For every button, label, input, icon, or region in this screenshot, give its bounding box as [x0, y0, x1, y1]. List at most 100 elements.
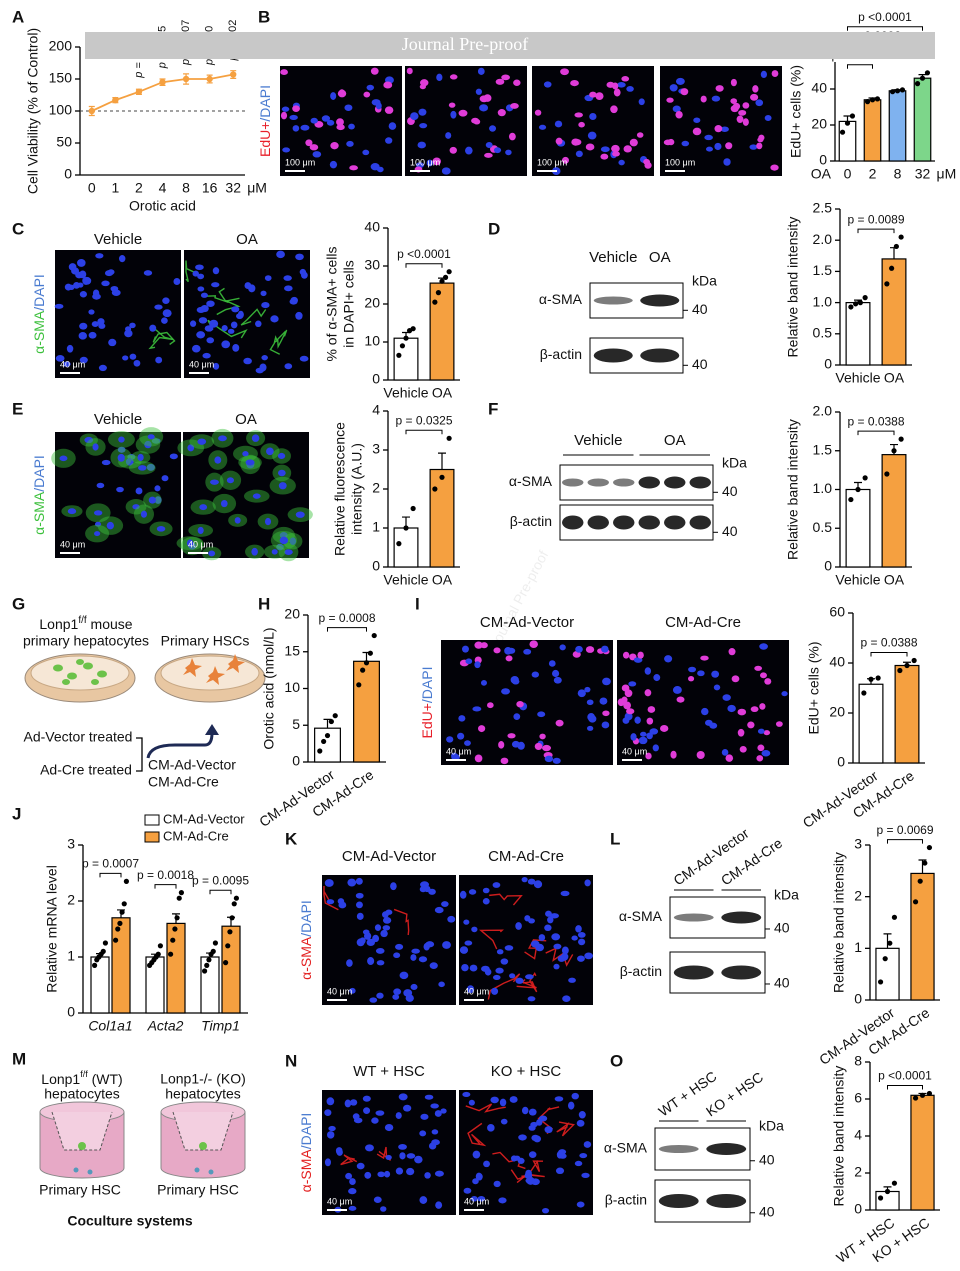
- nucleus: [255, 320, 262, 328]
- nucleus: [380, 1206, 387, 1212]
- diagram-text: Primary HSCs: [161, 633, 250, 649]
- nucleus: [202, 352, 211, 359]
- blot-band: [658, 1145, 699, 1153]
- nucleus: [243, 357, 252, 365]
- nucleus: [277, 469, 286, 477]
- fiber: [479, 929, 504, 950]
- nucleus: [510, 675, 519, 684]
- y-tick-label: 0: [67, 1004, 75, 1020]
- nucleus: [431, 1129, 439, 1135]
- nucleus: [371, 99, 381, 106]
- nucleus: [384, 1123, 394, 1132]
- y-tick-label: 0: [292, 753, 300, 769]
- nucleus: [284, 285, 293, 292]
- y-tick-label: 10: [364, 333, 380, 349]
- y-tick-label: 0: [854, 1201, 862, 1217]
- x-tick-label: Vehicle: [383, 572, 428, 588]
- marker-label: 40: [774, 975, 790, 991]
- nucleus: [493, 647, 501, 654]
- nucleus: [613, 88, 621, 97]
- y-tick-label: 10: [284, 679, 300, 695]
- nucleus: [480, 680, 487, 686]
- nucleus: [477, 67, 485, 76]
- nucleus: [420, 1113, 429, 1120]
- nucleus: [612, 151, 620, 157]
- blot-band: [640, 348, 680, 363]
- nucleus: [425, 941, 435, 948]
- nucleus: [438, 981, 445, 988]
- nucleus: [77, 259, 86, 267]
- nucleus: [429, 962, 438, 970]
- nucleus: [79, 291, 87, 298]
- nucleus: [576, 1119, 585, 1127]
- nucleus: [721, 749, 729, 756]
- nucleus: [711, 670, 720, 678]
- transwell: [39, 1101, 125, 1179]
- data-point: [206, 957, 212, 963]
- nucleus: [118, 255, 126, 263]
- nucleus: [574, 1160, 583, 1167]
- micrograph-content: [324, 1093, 447, 1213]
- nucleus: [688, 675, 695, 682]
- nucleus: [622, 717, 630, 724]
- scale-bar-label: 100 μm: [537, 157, 567, 167]
- nucleus: [757, 744, 765, 752]
- data-point: [212, 940, 218, 946]
- nucleus: [418, 108, 427, 116]
- nucleus: [739, 745, 747, 753]
- nucleus: [469, 964, 478, 972]
- data-point: [174, 915, 180, 921]
- blot-frame: [559, 464, 714, 501]
- nucleus: [669, 84, 678, 92]
- nucleus: [191, 344, 201, 353]
- marker-unit: kDa: [692, 273, 717, 289]
- panel-letter: K: [285, 829, 298, 848]
- fiber: [393, 908, 410, 936]
- nucleus: [305, 139, 313, 147]
- nucleus: [329, 160, 338, 169]
- data-point: [869, 97, 876, 103]
- x-tick-label: 8: [894, 166, 902, 182]
- y-tick-label: 2.0: [813, 403, 833, 419]
- data-point: [884, 1188, 891, 1195]
- micrograph: [322, 875, 456, 1005]
- significance-bracket: [405, 429, 443, 435]
- nucleus: [382, 916, 392, 924]
- nucleus: [380, 929, 388, 938]
- nucleus: [366, 84, 375, 91]
- nucleus: [536, 1119, 543, 1126]
- nucleus: [697, 670, 705, 677]
- data-point: [227, 929, 233, 935]
- data-point: [922, 860, 928, 866]
- nucleus: [577, 938, 586, 946]
- nucleus: [555, 1167, 565, 1175]
- fiber: [240, 308, 267, 326]
- nucleus: [531, 1178, 540, 1186]
- data-point: [919, 1092, 926, 1098]
- nucleus: [646, 717, 654, 725]
- lane-label: OA: [649, 249, 671, 266]
- nucleus: [132, 504, 140, 510]
- p-value: p = 0.0388: [847, 414, 904, 428]
- nucleus: [419, 122, 428, 129]
- data-point: [864, 99, 871, 105]
- nucleus: [295, 511, 305, 518]
- nucleus: [146, 463, 155, 471]
- nucleus: [630, 733, 637, 741]
- nucleus: [346, 140, 354, 147]
- data-point: [442, 274, 449, 280]
- nucleus: [377, 1171, 385, 1178]
- data-point: [202, 968, 208, 974]
- data-point: [225, 943, 231, 949]
- legend-label: CM-Ad-Cre: [163, 828, 229, 843]
- dish-inner: [30, 655, 130, 691]
- micrograph-content: [185, 250, 309, 374]
- bar: [875, 947, 900, 1001]
- nucleus: [349, 987, 356, 994]
- legend-label: CM-Ad-Vector: [163, 811, 245, 826]
- nucleus: [463, 1187, 472, 1194]
- nucleus: [760, 672, 767, 679]
- nucleus: [638, 736, 648, 745]
- nucleus: [527, 878, 536, 885]
- nucleus: [419, 1130, 427, 1137]
